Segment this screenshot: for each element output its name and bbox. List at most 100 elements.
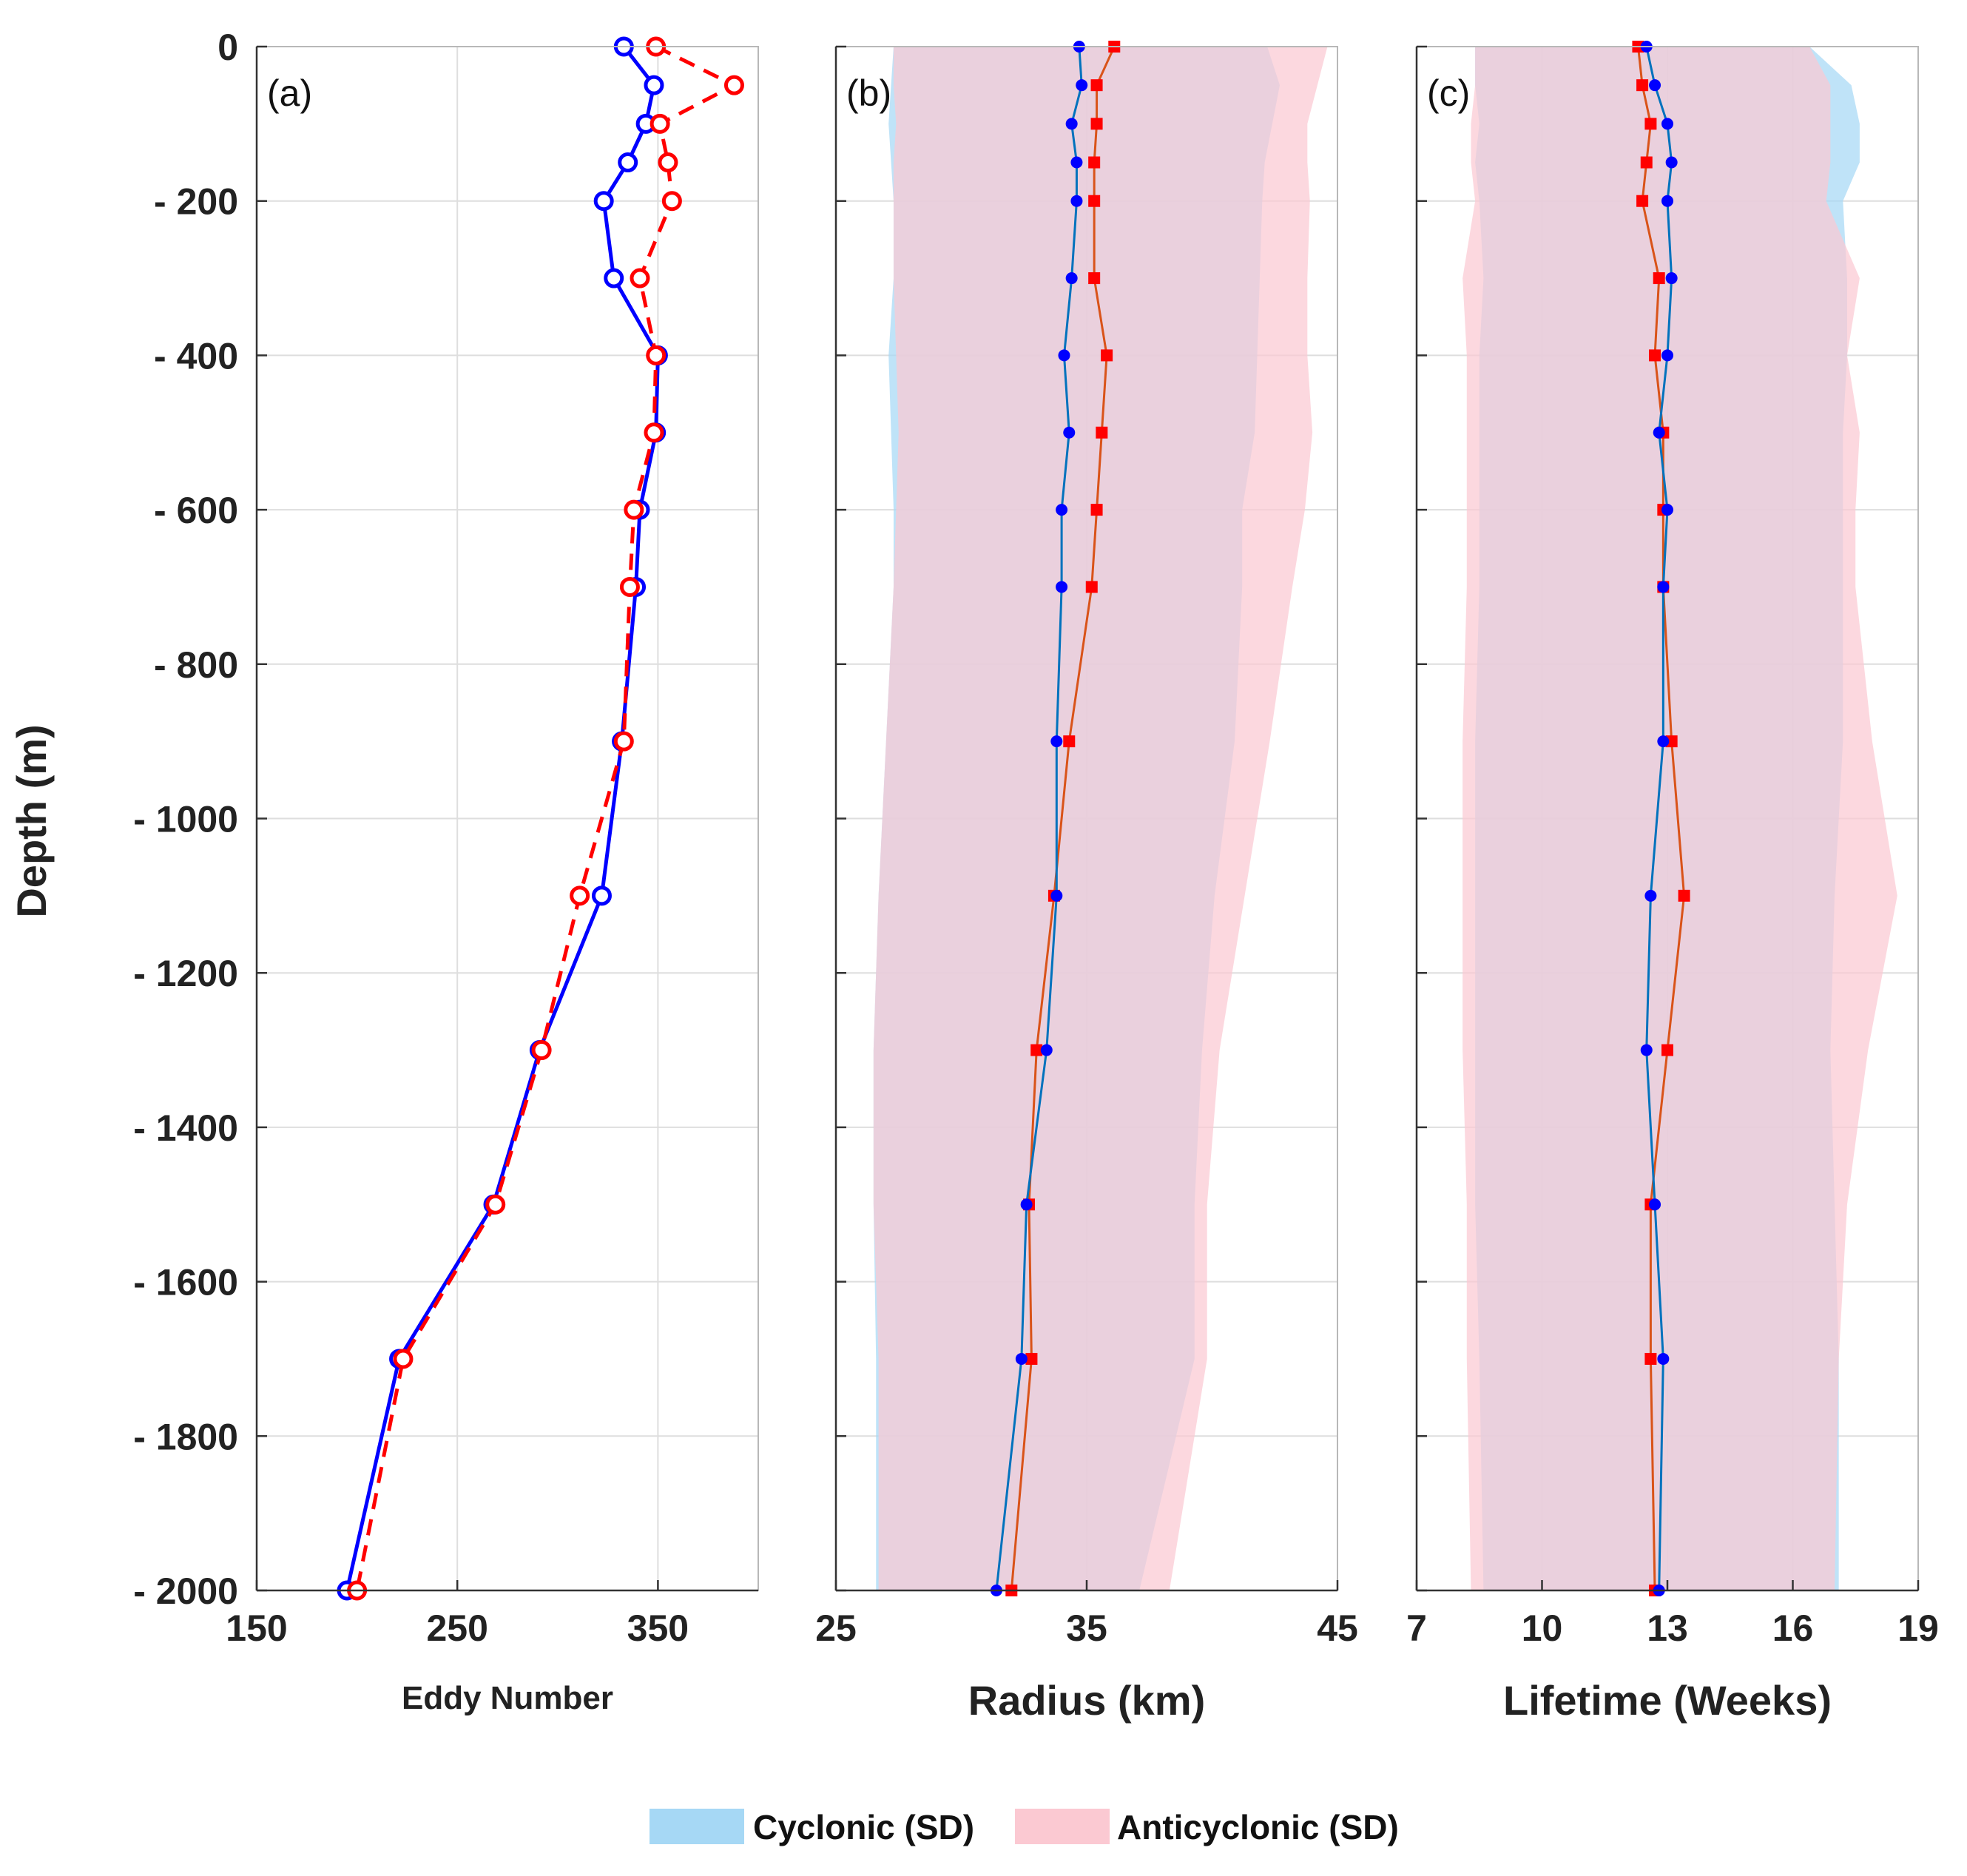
legend: Cyclonic (SD) Anticyclonic (SD) [650, 1808, 1399, 1846]
cyclonic-data-point [1056, 504, 1068, 516]
anticyclonic-data-point [1063, 735, 1076, 748]
cyclonic-data-point [1076, 79, 1088, 92]
x-tick-label: 13 [1647, 1607, 1688, 1649]
cyclonic-data-point [1657, 735, 1670, 748]
cyclonic-data-point [1063, 426, 1076, 439]
x-tick-label: 35 [1066, 1607, 1107, 1649]
anticyclonic-data-point [393, 1349, 414, 1369]
panel-a: 150 250 350 (a) Eddy Number [226, 36, 759, 1716]
panel-tag: (b) [846, 72, 891, 114]
x-tick-label: 10 [1522, 1607, 1563, 1649]
anticyclonic-data-point [619, 576, 640, 597]
x-tick-label: 19 [1897, 1607, 1939, 1649]
cyclonic-data-point [1657, 1352, 1670, 1365]
x-tick-label: 45 [1317, 1607, 1358, 1649]
anticyclonic-sd-band [1462, 47, 1897, 1590]
anticyclonic-data-point [1025, 1352, 1038, 1365]
panel-c: 7 10 13 16 19 (c) Lifetime (Weeks) [1406, 41, 1939, 1724]
cyclonic-data-point [1050, 735, 1063, 748]
anticyclonic-data-point [650, 113, 670, 134]
anticyclonic-data-point [1090, 504, 1103, 516]
cyclonic-data-point [1065, 272, 1078, 285]
x-axis-title: Radius (km) [968, 1677, 1206, 1724]
cyclonic-data-point [1665, 156, 1678, 169]
anticyclonic-data-point [644, 422, 664, 443]
anticyclonic-series-line [355, 44, 736, 1591]
x-tick-label: 16 [1772, 1607, 1814, 1649]
anticyclonic-data-point [1096, 426, 1108, 439]
anticyclonic-data-point [1661, 1044, 1673, 1056]
x-tick-label: 150 [226, 1607, 287, 1649]
cyclonic-data-point [1040, 1044, 1053, 1056]
depth-tick-label: - 1600 [133, 1262, 238, 1303]
anticyclonic-data-point [1649, 349, 1661, 362]
plot-area [1462, 47, 1897, 1590]
cyclonic-data-point [1644, 889, 1657, 902]
depth-tick-label: - 400 [154, 335, 238, 377]
depth-tick-label: - 1400 [133, 1107, 238, 1149]
anticyclonic-data-point [1636, 195, 1649, 207]
x-axis-title: Eddy Number [402, 1680, 613, 1716]
cyclonic-data-point [1050, 889, 1063, 902]
anticyclonic-series-line [1010, 46, 1116, 1591]
depth-axis-title: Depth (m) [8, 724, 55, 917]
anticyclonic-data-point [624, 499, 644, 520]
x-tick-label: 350 [627, 1607, 689, 1649]
cyclonic-data-point [1070, 156, 1083, 169]
cyclonic-data-point [1661, 195, 1673, 207]
depth-tick-label: - 600 [154, 490, 238, 531]
anticyclonic-data-point [661, 191, 682, 212]
anticyclonic-data-point [1030, 1044, 1043, 1056]
anticyclonic-data-point [531, 1040, 552, 1061]
anticyclonic-data-point [1101, 349, 1113, 362]
cyclonic-series-line [1645, 46, 1673, 1591]
anticyclonic-data-point [1665, 735, 1678, 748]
depth-tick-label: - 1000 [133, 799, 238, 840]
cyclonic-series-line [345, 45, 660, 1591]
anticyclonic-data-point [658, 152, 678, 173]
x-tick-label: 25 [815, 1607, 857, 1649]
x-axis-title: Lifetime (Weeks) [1503, 1677, 1832, 1724]
cyclonic-data-point [1661, 118, 1673, 130]
x-tick-label: 7 [1406, 1607, 1427, 1649]
anticyclonic-data-point [723, 75, 744, 95]
cyclonic-data-point [604, 268, 624, 289]
cyclonic-data-point [1056, 581, 1068, 593]
panels: 150 250 350 (a) Eddy Number 25 35 45 (b) Radius (… [226, 36, 1939, 1724]
cyclonic-series-line [995, 46, 1083, 1591]
depth-tick-label: - 200 [154, 181, 238, 223]
legend-label: Anticyclonic (SD) [1117, 1808, 1399, 1846]
anticyclonic-data-point [646, 345, 667, 365]
panel-b: 25 35 45 (b) Radius (km) [815, 41, 1358, 1724]
anticyclonic-data-point [1088, 195, 1101, 207]
anticyclonic-data-point [1088, 272, 1101, 285]
anticyclonic-data-point [1678, 889, 1690, 902]
cyclonic-data-point [1020, 1198, 1033, 1211]
cyclonic-data-point [1665, 272, 1678, 285]
anticyclonic-data-point [630, 268, 650, 289]
cyclonic-data-point [618, 152, 638, 173]
panel-tag: (a) [267, 72, 312, 114]
cyclonic-data-point [1653, 426, 1665, 439]
anticyclonic-data-point [485, 1194, 506, 1215]
anticyclonic-data-point [1085, 581, 1098, 593]
anticyclonic-data-point [1653, 272, 1665, 285]
plot-area [873, 47, 1328, 1590]
cyclonic-data-point [1661, 349, 1673, 362]
anticyclonic-data-point [1644, 1352, 1657, 1365]
depth-axis: 0 - 200 - 400 - 600 - 800 - 1000 - 1200 - 1400 -… [133, 27, 238, 1612]
cyclonic-data-point [1015, 1352, 1028, 1365]
cyclonic-data-point [1058, 349, 1070, 362]
legend-swatch [1015, 1809, 1110, 1844]
panel-tag: (c) [1427, 72, 1470, 114]
cyclonic-data-point [1065, 118, 1078, 130]
depth-tick-label: - 800 [154, 644, 238, 686]
anticyclonic-data-point [1090, 118, 1103, 130]
anticyclonic-data-point [1640, 156, 1653, 169]
depth-tick-label: 0 [217, 27, 238, 68]
anticyclonic-data-point [570, 885, 590, 906]
depth-tick-label: - 1200 [133, 953, 238, 994]
x-tick-label: 250 [426, 1607, 487, 1649]
anticyclonic-data-point [1090, 79, 1103, 92]
anticyclonic-data-point [1644, 118, 1657, 130]
